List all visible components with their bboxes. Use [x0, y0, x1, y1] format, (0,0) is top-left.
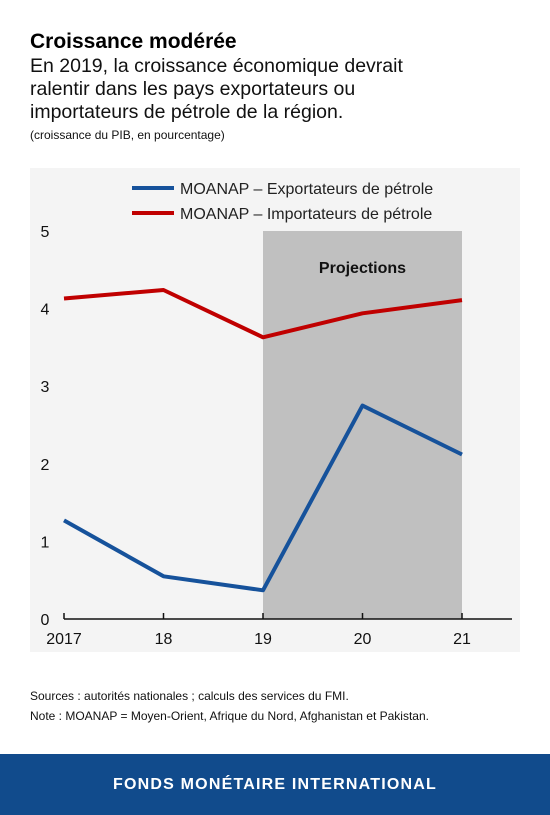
subtitle-line-2: ralentir dans les pays exportateurs ou	[30, 78, 356, 100]
y-tick-label: 3	[41, 379, 50, 396]
chart-subtitle: En 2019, la croissance économique devrai…	[30, 55, 530, 124]
projection-region	[263, 231, 462, 619]
chart-title: Croissance modérée	[30, 30, 237, 53]
footer-banner: FONDS MONÉTAIRE INTERNATIONAL	[0, 754, 550, 815]
footer-label: FONDS MONÉTAIRE INTERNATIONAL	[113, 775, 437, 793]
line-chart: Projections 2017 18 19 20 21 0 1 2 3 4 5 MOANAP – Ex…	[41, 181, 512, 648]
subtitle-line-3: importateurs de pétrole de la région.	[30, 101, 344, 123]
x-tick-label: 2017	[46, 631, 82, 648]
chart-area: Projections 2017 18 19 20 21 0 1 2 3 4 5 MOANAP – Ex…	[30, 168, 520, 652]
x-tick-label: 18	[155, 631, 173, 648]
chart-notes: Sources : autorités nationales ; calculs…	[30, 686, 530, 726]
y-tick-label: 4	[41, 302, 50, 319]
y-tick-label: 0	[41, 612, 50, 629]
y-tick-label: 1	[41, 534, 50, 551]
unit-label: (croissance du PIB, en pourcentage)	[30, 128, 225, 142]
projection-label: Projections	[319, 260, 406, 277]
x-tick-label: 20	[354, 631, 372, 648]
note-text: Note : MOANAP = Moyen-Orient, Afrique du…	[30, 709, 429, 723]
y-tick-label: 2	[41, 457, 50, 474]
legend-label-1: MOANAP – Exportateurs de pétrole	[180, 181, 433, 198]
series-line-1	[63, 403, 463, 593]
sources-text: Sources : autorités nationales ; calculs…	[30, 689, 349, 703]
subtitle-line-1: En 2019, la croissance économique devrai…	[30, 55, 403, 77]
x-tick-label: 21	[453, 631, 471, 648]
legend-label-2: MOANAP – Importateurs de pétrole	[180, 206, 432, 223]
chart-header: Croissance modérée En 2019, la croissanc…	[30, 30, 530, 143]
x-tick-label: 19	[254, 631, 272, 648]
series-line-2	[63, 288, 463, 340]
y-tick-label: 5	[41, 224, 50, 241]
